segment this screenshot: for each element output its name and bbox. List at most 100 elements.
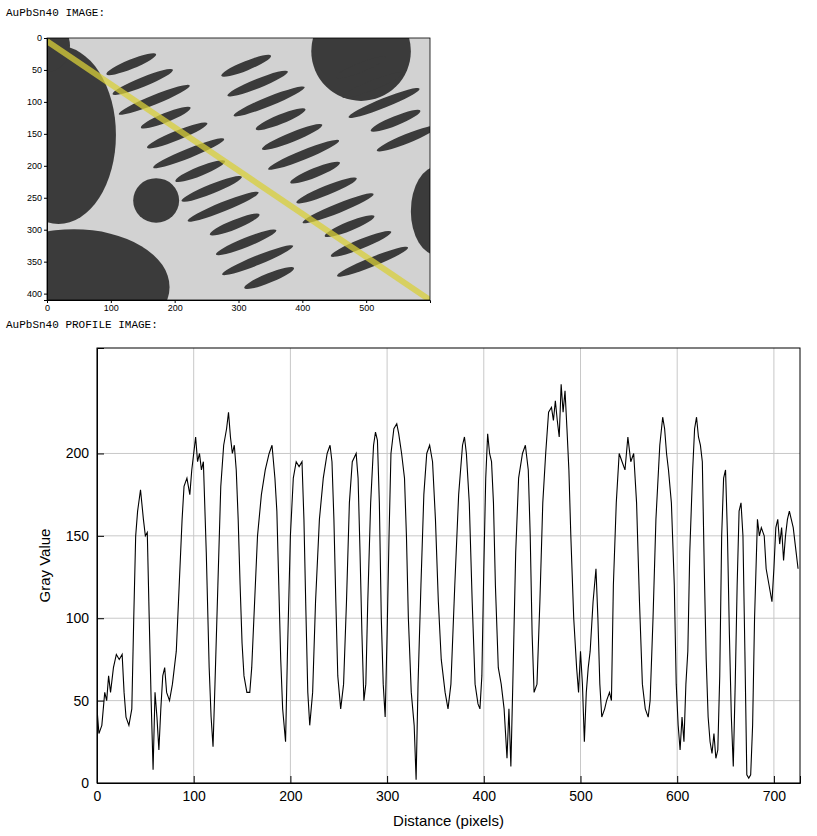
tick: 0 — [81, 775, 104, 791]
tick-label: 400 — [295, 303, 310, 313]
micrograph — [47, 38, 430, 300]
grid-line — [193, 348, 194, 783]
tick-label: 400 — [27, 289, 42, 299]
tick: 250 — [27, 193, 47, 203]
dark-phase — [47, 229, 170, 300]
tick-label: 200 — [66, 445, 90, 461]
tick: 350 — [27, 257, 47, 267]
tick-label: 50 — [73, 693, 89, 709]
tick: 50 — [73, 693, 104, 709]
tick-label: 150 — [66, 528, 90, 544]
tick-label: 700 — [763, 788, 787, 804]
y-axis-line — [44, 39, 48, 301]
tick: 200 — [66, 445, 104, 461]
tick-mark — [44, 38, 47, 39]
tick: 500 — [359, 300, 374, 313]
x-axis-line — [98, 776, 801, 784]
profile-line — [97, 384, 798, 779]
tick-label: 350 — [27, 257, 42, 267]
dark-phase — [133, 178, 179, 223]
tick-mark — [387, 776, 388, 783]
tick-mark — [484, 776, 485, 783]
tick-label: 100 — [27, 97, 42, 107]
tick-mark — [677, 776, 678, 783]
lamella — [243, 264, 296, 293]
tick: 400 — [295, 300, 310, 313]
tick-label: 500 — [569, 788, 593, 804]
tick: 0 — [45, 300, 50, 313]
grid-line — [580, 348, 581, 783]
tick: 300 — [376, 776, 400, 804]
tick: 300 — [231, 300, 246, 313]
panel-title: AuPbSn40 IMAGE: — [6, 7, 105, 19]
tick-mark — [44, 166, 47, 167]
tick: 50 — [32, 65, 47, 75]
tick: 100 — [27, 97, 47, 107]
dark-phase — [311, 38, 411, 101]
panel-title: AuPbSn40 PROFILE IMAGE: — [6, 319, 158, 331]
tick-mark — [97, 536, 104, 537]
x-axis-title: Distance (pixels) — [393, 812, 504, 829]
tick-label: 300 — [376, 788, 400, 804]
tick-mark — [580, 776, 581, 783]
tick-label: 0 — [37, 33, 42, 43]
dark-phase — [47, 46, 116, 224]
tick: 150 — [27, 129, 47, 139]
tick-label: 50 — [32, 65, 42, 75]
tick: 100 — [66, 610, 104, 626]
tick: 700 — [763, 776, 787, 804]
tick-mark — [97, 618, 104, 619]
y-axis-line — [98, 349, 105, 784]
tick-label: 200 — [168, 303, 183, 313]
tick-label: 500 — [359, 303, 374, 313]
image-frame — [47, 38, 430, 300]
x-axis: 0 100 200 300 400 500 — [45, 300, 431, 313]
tick: 100 — [183, 776, 207, 804]
lamella — [375, 122, 430, 155]
plot-frame — [97, 348, 800, 783]
tick-mark — [774, 776, 775, 783]
tick-label: 200 — [27, 161, 42, 171]
tick-mark — [44, 198, 47, 199]
tick-mark — [44, 262, 47, 263]
tick-mark — [44, 70, 47, 71]
tick-label: 150 — [27, 129, 42, 139]
tick: 500 — [569, 776, 593, 804]
grid-line — [97, 535, 800, 536]
tick-mark — [44, 230, 47, 231]
tick-label: 600 — [666, 788, 690, 804]
y-axis-title: Gray Value — [36, 529, 53, 603]
dark-phase — [411, 166, 430, 255]
tick-label: 300 — [231, 303, 246, 313]
grid-line — [97, 618, 800, 619]
grid-line — [97, 453, 800, 454]
x-axis: 0 100 200 300 400 500 600 700 — [94, 776, 801, 804]
grid-line — [387, 348, 388, 783]
tick-label: 400 — [473, 788, 497, 804]
y-axis: 0 50 100 150 200 250 300 350 400 — [27, 33, 48, 300]
tick-mark — [97, 783, 104, 784]
tick-label: 100 — [104, 303, 119, 313]
tick: 0 — [37, 33, 47, 43]
grid — [97, 348, 800, 783]
tick-mark — [194, 776, 195, 783]
tick-mark — [44, 294, 47, 295]
tick: 200 — [168, 300, 183, 313]
profile-line — [47, 41, 430, 300]
tick: 200 — [27, 161, 47, 171]
plot-area — [97, 384, 798, 779]
figure: AuPbSn40 IMAGE:0100200300400500050100150… — [0, 0, 817, 836]
tick: 200 — [279, 776, 303, 804]
tick: 100 — [104, 300, 119, 313]
tick-label: 0 — [81, 775, 89, 791]
tick-label: 100 — [66, 610, 90, 626]
tick-label: 0 — [94, 788, 102, 804]
tick: 400 — [27, 289, 47, 299]
tick-mark — [97, 453, 104, 454]
tick-label: 300 — [27, 225, 42, 235]
tick-label: 100 — [183, 788, 207, 804]
y-axis: 0 50 100 150 200 — [66, 349, 104, 791]
tick: 600 — [666, 776, 690, 804]
tick: 400 — [473, 776, 497, 804]
tick-label: 250 — [27, 193, 42, 203]
